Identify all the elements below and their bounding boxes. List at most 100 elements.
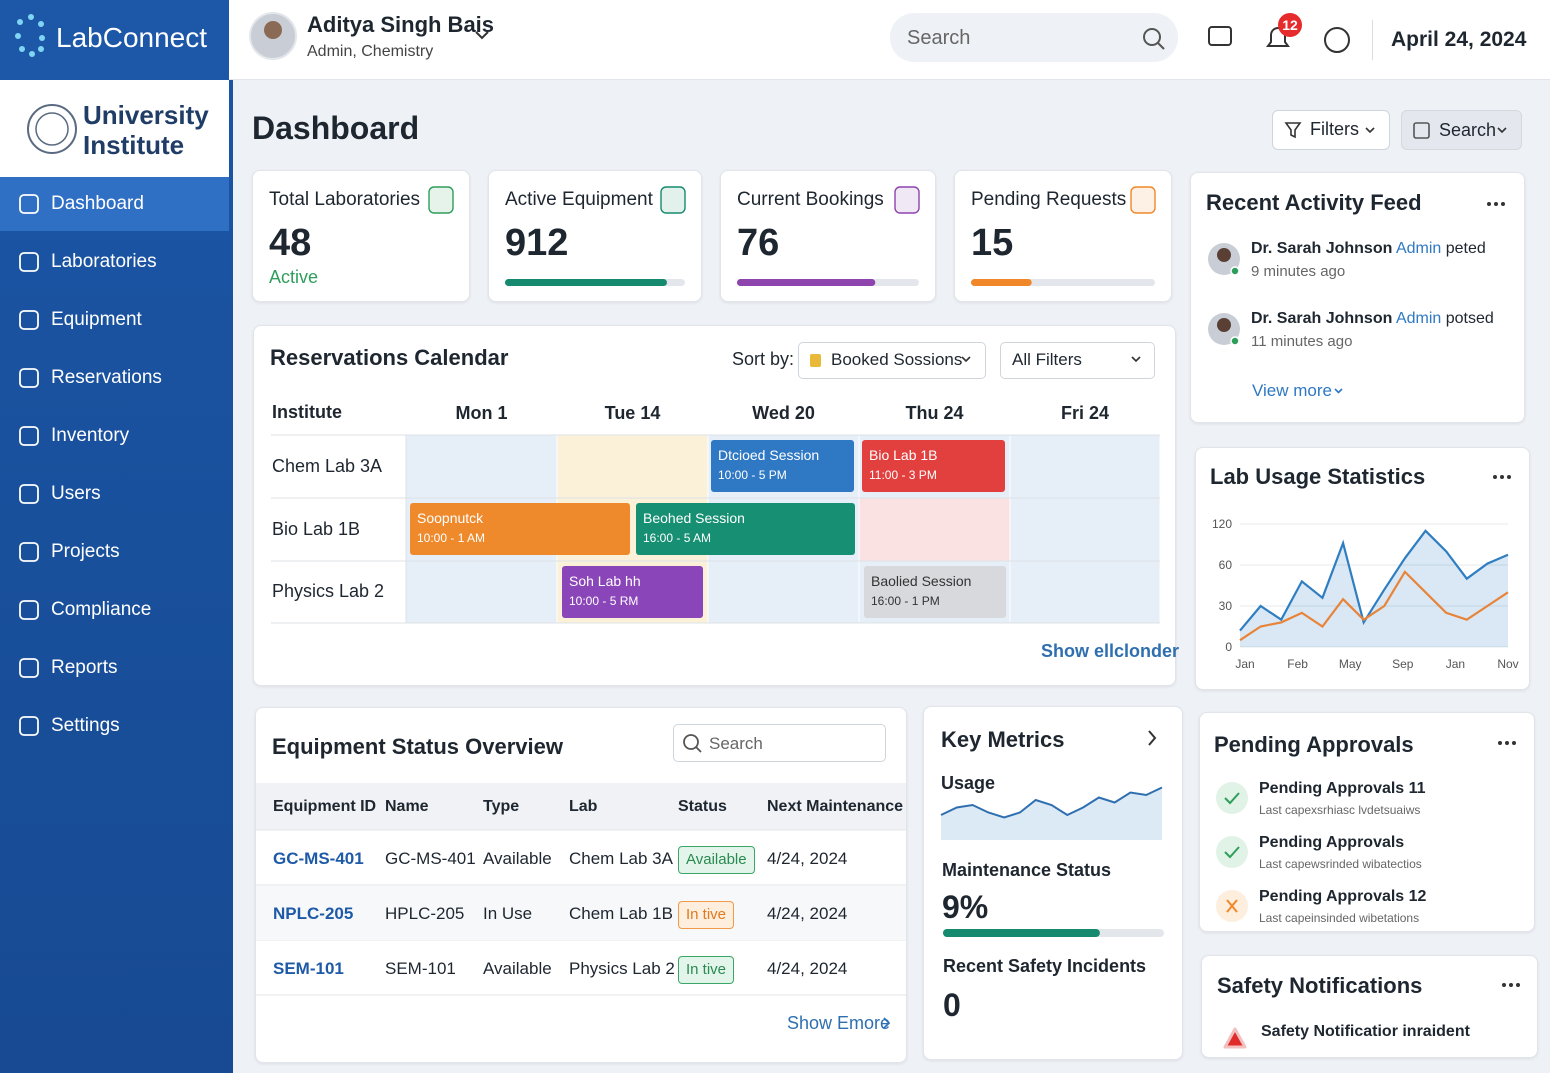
nav-item[interactable]: Compliance	[51, 598, 152, 620]
key-metrics-chevron	[1148, 730, 1157, 746]
nav-item[interactable]: Reservations	[51, 366, 162, 388]
more-dot	[1512, 741, 1516, 745]
status-badge: Available	[678, 846, 755, 874]
activity-time: 11 minutes ago	[1251, 333, 1353, 350]
day-header: Thu 24	[905, 403, 964, 424]
table-cell: Chem Lab 3A	[569, 848, 673, 868]
institution-name: Institute	[83, 130, 185, 161]
equipment-search[interactable]	[673, 724, 886, 762]
view-more-link[interactable]: View more	[1252, 380, 1332, 400]
row-header: Institute	[272, 402, 342, 423]
brand: LabConnect	[56, 22, 208, 54]
calendar-event	[636, 503, 855, 555]
calendar-cell	[1009, 560, 1161, 624]
help-icon	[1324, 27, 1350, 53]
column-header: Equipment ID	[273, 798, 377, 816]
more-dot	[1509, 983, 1513, 987]
day-header: Tue 14	[604, 403, 661, 424]
brand-bar	[0, 0, 229, 80]
x-tick-label: Sep	[1392, 656, 1414, 671]
column-header: Type	[483, 798, 520, 816]
activity-avatar-head	[1217, 318, 1231, 332]
approval-title: Pending Approvals 12	[1259, 888, 1427, 906]
nav-item-active[interactable]: Dashboard	[51, 192, 144, 214]
column-header: Lab	[569, 798, 598, 816]
messages-icon	[1208, 26, 1232, 46]
approval-detail: Last capewsrinded wibatectios	[1259, 856, 1422, 871]
user-name: Aditya Singh Bais	[307, 11, 495, 37]
equipment-footer-link[interactable]: Show Emore	[787, 1013, 891, 1034]
calendar-cell	[707, 560, 860, 624]
table-cell: 4/24, 2024	[767, 848, 848, 868]
equipment-id-link[interactable]: GC-MS-401	[273, 848, 364, 868]
stat-title: Pending Requests	[971, 188, 1127, 210]
notification-badge	[1278, 13, 1302, 37]
nav-icon	[19, 194, 39, 214]
filters-label: Filters	[1310, 119, 1359, 140]
table-cell: 4/24, 2024	[767, 903, 848, 923]
activity-role: Admin	[1395, 240, 1442, 257]
activity-title: Recent Activity Feed	[1206, 189, 1422, 215]
table-cell: In Use	[483, 903, 533, 923]
row-label: Bio Lab 1B	[272, 518, 361, 539]
day-header: Wed 20	[752, 403, 815, 424]
y-tick-label: 60	[1218, 557, 1232, 572]
nav-item[interactable]: Equipment	[51, 308, 142, 330]
event-time: 11:00 - 3 PM	[869, 467, 937, 482]
status-badge: In tive	[678, 901, 735, 929]
stat-card	[252, 170, 470, 302]
nav-item[interactable]: Projects	[51, 540, 120, 562]
nav-item[interactable]: Settings	[51, 714, 120, 736]
incidents-label: Recent Safety Incidents	[943, 956, 1147, 977]
safety-item: Safety Notificatior inraident	[1261, 1023, 1470, 1041]
equipment-id-link[interactable]: SEM-101	[273, 958, 344, 978]
safety-card	[1201, 955, 1538, 1058]
event-title: Beohed Session	[643, 509, 745, 526]
logo-dot	[28, 14, 34, 20]
table-cell: Physics Lab 2	[569, 958, 675, 978]
approval-title: Pending Approvals	[1259, 834, 1405, 852]
sort-icon	[810, 354, 821, 367]
x-tick-label: Feb	[1287, 656, 1308, 671]
notification-count: 12	[1282, 16, 1298, 33]
equipment-id-link[interactable]: NPLC-205	[273, 903, 354, 923]
column-header: Status	[678, 798, 727, 816]
search-button[interactable]	[1401, 110, 1522, 150]
nav-item[interactable]: Laboratories	[51, 250, 157, 272]
approval-detail: Last capexsrhiasc lvdetsuaiws	[1259, 802, 1421, 817]
logo-dot	[38, 21, 44, 27]
day-header: Mon 1	[455, 403, 508, 424]
user-avatar-head	[264, 21, 282, 39]
calendar-cell	[858, 497, 1011, 562]
row-label: Physics Lab 2	[272, 581, 385, 602]
calendar-cell	[1009, 497, 1161, 562]
table-cell: Available	[483, 848, 552, 868]
search-icon	[1143, 28, 1161, 46]
equipment-search-icon	[683, 734, 699, 750]
sort-select[interactable]	[798, 342, 986, 379]
nav-item[interactable]: Inventory	[51, 424, 130, 446]
nav-item[interactable]: Users	[51, 482, 101, 504]
event-time: 16:00 - 5 AM	[643, 530, 712, 545]
more-dot	[1493, 475, 1497, 479]
filters-button[interactable]	[1272, 110, 1390, 150]
search-box[interactable]	[890, 13, 1178, 62]
filter-chevron	[1365, 127, 1375, 134]
calendar-event	[562, 566, 703, 618]
calendar-footer-link[interactable]: Show ellclonder	[1041, 641, 1180, 662]
filter-select[interactable]	[1000, 342, 1155, 379]
nav-item[interactable]: Reports	[51, 656, 118, 678]
nav-icon	[19, 600, 39, 620]
filter-value: All Filters	[1012, 349, 1082, 369]
activity-action: peted	[1445, 240, 1486, 257]
calendar-cell	[405, 560, 558, 624]
activity-name: Dr. Sarah Johnson	[1251, 310, 1393, 327]
status-badge: In tive	[678, 956, 735, 984]
approval-title: Pending Approvals 11	[1259, 780, 1426, 798]
date: April 24, 2024	[1391, 28, 1527, 52]
user-chevron	[475, 31, 489, 40]
progress-fill	[971, 279, 1032, 286]
approval-check	[1224, 846, 1240, 859]
line	[1239, 529, 1509, 632]
